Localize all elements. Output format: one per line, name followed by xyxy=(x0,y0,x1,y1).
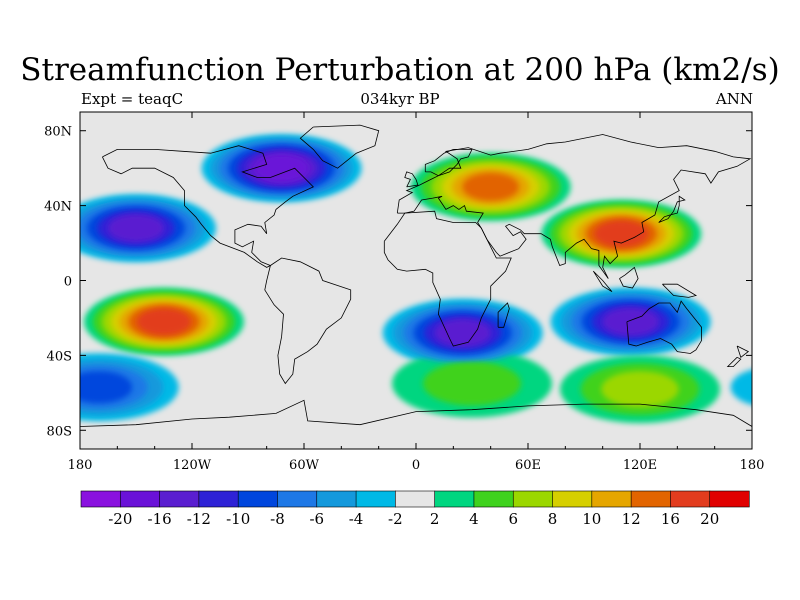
coastline-segment xyxy=(658,195,686,223)
colorbar-label: -2 xyxy=(388,510,403,528)
colorbar: -20 -16 -12 -10 -8 -6 -4 -2 2 4 6 8 10 12 16 20 xyxy=(80,490,750,528)
colorbar-label: 4 xyxy=(469,510,479,528)
coastline-segment xyxy=(396,134,752,279)
colorbar-swatch xyxy=(237,490,279,508)
contour-band xyxy=(434,318,492,347)
x-tick-label: 60E xyxy=(515,458,541,473)
colorbar-label: -10 xyxy=(226,510,250,528)
coastline-segment xyxy=(102,145,314,268)
colorbar-swatch xyxy=(591,490,632,508)
contour-band xyxy=(602,307,659,336)
coastline-segment xyxy=(619,266,639,289)
map-ticks: 180 120W 60W 0 60E 120E 180 80N 40N 0 40S 80S xyxy=(44,112,764,473)
colorbar-label: -12 xyxy=(187,510,211,528)
contour-band xyxy=(601,371,679,408)
colorbar-swatch xyxy=(395,490,436,508)
y-tick-label: 80N xyxy=(44,125,72,140)
contour-band xyxy=(254,154,309,182)
coastlines xyxy=(80,124,752,427)
y-tick-label: 0 xyxy=(64,275,72,290)
colorbar-swatch xyxy=(512,490,554,508)
coastline-segment xyxy=(592,270,613,293)
coastline-segment xyxy=(80,399,752,427)
coastline-segment xyxy=(299,124,380,169)
contour-band xyxy=(462,172,519,201)
coastline-segment xyxy=(626,300,702,354)
experiment-label: Expt = teaqC xyxy=(81,90,184,108)
colorbar-label: 20 xyxy=(700,510,719,528)
colorbar-label: 2 xyxy=(430,510,440,528)
contour-band xyxy=(137,308,191,336)
contour-band xyxy=(423,361,521,406)
plot-title: Streamfunction Perturbation at 200 hPa (… xyxy=(20,52,780,88)
x-tick-label: 60W xyxy=(289,458,320,473)
colorbar-label: -8 xyxy=(270,510,285,528)
colorbar-swatch xyxy=(80,490,121,508)
x-tick-label: 120W xyxy=(173,458,212,473)
coastline-segment xyxy=(736,345,750,358)
season-label: ANN xyxy=(715,90,753,108)
contour-band xyxy=(107,214,165,243)
colorbar-label: -16 xyxy=(148,510,172,528)
coastline-segment xyxy=(404,171,419,188)
x-tick-label: 180 xyxy=(740,458,765,473)
colorbar-label: 16 xyxy=(661,510,680,528)
colorbar-swatch xyxy=(709,490,750,508)
colorbar-swatch xyxy=(355,490,396,508)
colorbar-swatch xyxy=(198,490,239,508)
coastline-segment xyxy=(383,210,512,347)
contour-band xyxy=(80,371,133,404)
colorbar-label: 10 xyxy=(582,510,601,528)
colorbar-swatch xyxy=(670,490,711,508)
contour-band xyxy=(730,369,752,405)
contour-band xyxy=(594,220,649,248)
colorbar-swatch xyxy=(316,490,357,508)
x-tick-label: 180 xyxy=(68,458,93,473)
coastline-segment xyxy=(497,302,510,328)
colorbar-swatch xyxy=(119,490,161,508)
x-tick-label: 120E xyxy=(623,458,657,473)
colorbar-swatch xyxy=(277,490,318,508)
x-tick-label: 0 xyxy=(412,458,420,473)
time-label: 034kyr BP xyxy=(360,90,440,108)
colorbar-label: 12 xyxy=(622,510,641,528)
colorbar-label: -20 xyxy=(108,510,132,528)
colorbar-swatch xyxy=(473,490,514,508)
colorbar-swatch xyxy=(552,490,593,508)
coastline-segment xyxy=(264,257,352,385)
y-tick-label: 80S xyxy=(47,424,72,439)
contour-field xyxy=(80,134,752,424)
colorbar-swatch xyxy=(434,490,475,508)
coastline-segment xyxy=(424,149,473,177)
colorbar-label: -6 xyxy=(309,510,324,528)
y-tick-label: 40S xyxy=(47,349,72,364)
coastline-segment xyxy=(662,283,698,298)
colorbar-label: 6 xyxy=(508,510,518,528)
colorbar-label: -4 xyxy=(349,510,364,528)
colorbar-swatch xyxy=(159,490,200,508)
colorbar-label: 8 xyxy=(548,510,558,528)
coastline-segment xyxy=(726,356,742,367)
y-tick-label: 40N xyxy=(44,200,72,215)
colorbar-swatch xyxy=(630,490,672,508)
